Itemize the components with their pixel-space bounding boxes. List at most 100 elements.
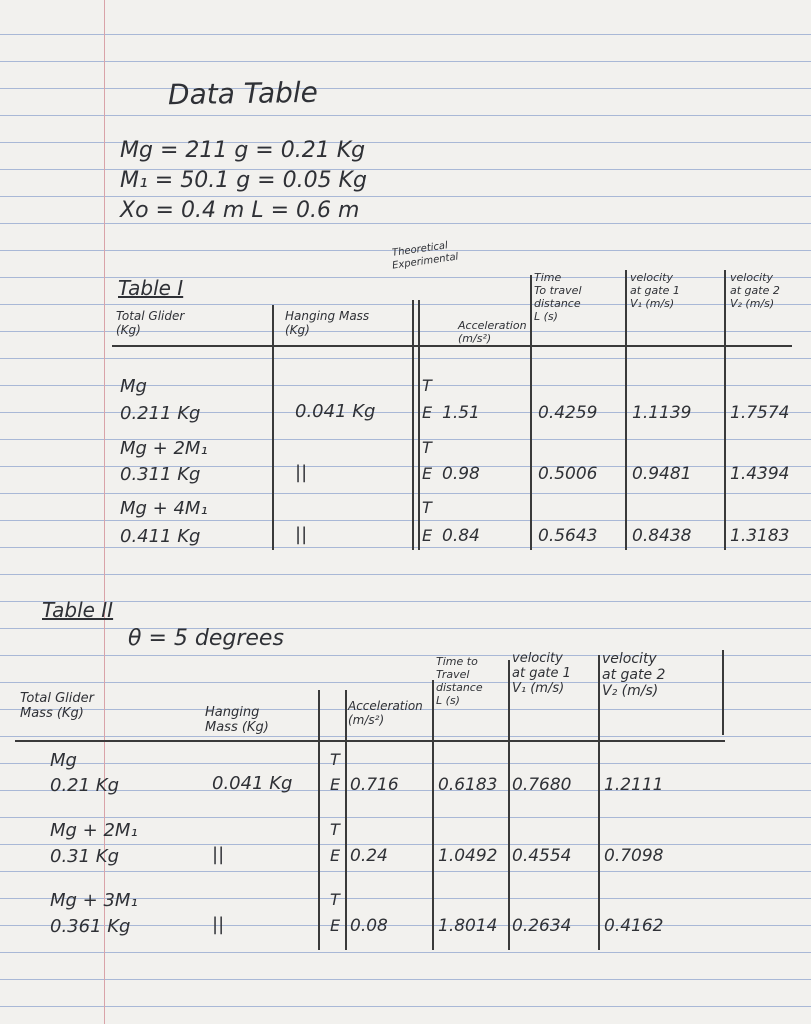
column-header: (m/s²) (458, 332, 492, 345)
page-title: Data Table (167, 75, 319, 112)
rule (432, 680, 434, 950)
column-header: Acceleration (348, 699, 423, 713)
angle-note: θ = 5 degrees (128, 626, 284, 651)
measurement: 1.3183 (730, 526, 790, 546)
column-header: velocity (602, 651, 657, 667)
trial-type: T (422, 376, 432, 395)
trial-type: T (330, 820, 340, 839)
given-line: Xo = 0.4 m L = 0.6 m (120, 198, 360, 223)
given-line: Mg = 211 g = 0.21 Kg (120, 138, 366, 163)
trial-type: T (422, 498, 432, 517)
column-header: L (s) (534, 310, 558, 323)
measurement: 0.4162 (604, 916, 664, 936)
trial-type: E (330, 916, 341, 935)
hanging-mass: 0.041 Kg (212, 773, 293, 794)
given-line: M₁ = 50.1 g = 0.05 Kg (120, 168, 367, 193)
column-header: V₁ (m/s) (512, 681, 565, 696)
measurement: 1.51 (442, 403, 480, 423)
column-header: Time to (436, 655, 478, 668)
glider-mass: Mg + 3M₁ (50, 890, 138, 911)
column-header: Mass (Kg) (205, 720, 269, 735)
column-header: velocity (730, 271, 773, 284)
measurement: 0.7098 (604, 846, 664, 866)
rule (15, 740, 725, 742)
rule (318, 690, 320, 950)
column-header: at gate 1 (630, 284, 680, 297)
trial-type: E (422, 403, 433, 422)
rule (530, 275, 532, 550)
rule (412, 300, 414, 550)
measurement: 1.4394 (730, 464, 790, 484)
rule (418, 300, 420, 550)
measurement: 0.5006 (538, 464, 598, 484)
column-header: (Kg) (116, 323, 141, 337)
rule (722, 650, 724, 735)
measurement: 0.2634 (512, 916, 572, 936)
margin-line (104, 0, 105, 1024)
glider-mass: Mg + 4M₁ (120, 498, 208, 519)
column-header: at gate 1 (512, 666, 571, 681)
measurement: 0.4259 (538, 403, 598, 423)
rule (598, 655, 600, 950)
trial-type: E (330, 775, 341, 794)
glider-mass: Mg + 2M₁ (120, 438, 208, 459)
measurement: 1.7574 (730, 403, 790, 423)
table-label: Table II (42, 598, 114, 622)
hanging-mass: || (295, 462, 308, 483)
hanging-mass: || (212, 844, 225, 865)
rule (112, 345, 792, 347)
column-header: V₁ (m/s) (630, 297, 675, 310)
column-header: distance (436, 681, 483, 694)
column-header: Acceleration (458, 319, 527, 332)
trial-type: E (422, 464, 433, 483)
trial-type: E (422, 526, 433, 545)
column-header: distance (534, 297, 581, 310)
trial-type: T (422, 438, 432, 457)
column-header: V₂ (m/s) (730, 297, 775, 310)
rule (272, 305, 274, 550)
glider-mass: 0.361 Kg (50, 916, 131, 937)
column-header: Time (534, 271, 562, 284)
column-header: at gate 2 (602, 667, 666, 683)
measurement: 0.7680 (512, 775, 572, 795)
column-header: Travel (436, 668, 470, 681)
glider-mass: Mg + 2M₁ (50, 820, 138, 841)
column-header: Hanging (205, 705, 260, 720)
column-header: at gate 2 (730, 284, 780, 297)
measurement: 0.8438 (632, 526, 692, 546)
column-header: velocity (512, 651, 563, 666)
column-header: L (s) (436, 694, 460, 707)
column-header: (Kg) (285, 323, 310, 337)
measurement: 0.24 (350, 846, 388, 866)
measurement: 0.6183 (438, 775, 498, 795)
trial-type: T (330, 890, 340, 909)
rule (724, 270, 726, 550)
table-label: Table I (118, 276, 184, 300)
glider-mass: 0.31 Kg (50, 846, 120, 867)
hanging-mass: || (295, 524, 308, 545)
measurement: 0.9481 (632, 464, 692, 484)
measurement: 1.2111 (604, 775, 664, 795)
glider-mass: 0.21 Kg (50, 775, 120, 796)
column-header: Hanging Mass (285, 309, 370, 323)
glider-mass: 0.311 Kg (120, 464, 201, 485)
column-header: Total Glider (116, 309, 185, 323)
measurement: 0.716 (350, 775, 399, 795)
column-header: velocity (630, 271, 673, 284)
hanging-mass: 0.041 Kg (295, 401, 376, 422)
column-header: (m/s²) (348, 713, 385, 727)
rule (625, 270, 627, 550)
trial-type: E (330, 846, 341, 865)
rule (508, 660, 510, 950)
glider-mass: 0.411 Kg (120, 526, 201, 547)
column-header: Total Glider (20, 691, 94, 706)
measurement: 0.5643 (538, 526, 598, 546)
measurement: 0.98 (442, 464, 480, 484)
measurement: 1.1139 (632, 403, 692, 423)
glider-mass: Mg (120, 376, 147, 397)
measurement: 1.8014 (438, 916, 498, 936)
trial-type: T (330, 750, 340, 769)
rule (345, 690, 347, 950)
hanging-mass: || (212, 914, 225, 935)
